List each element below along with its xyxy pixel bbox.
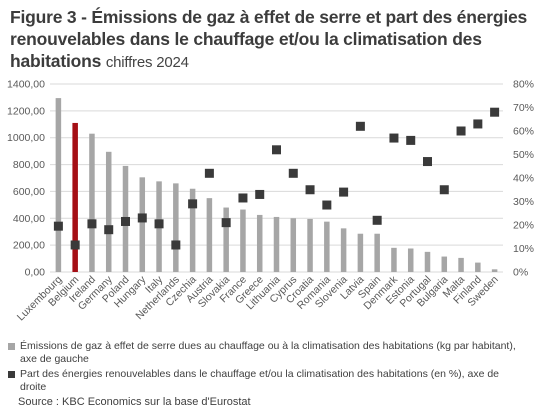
bar-croatia <box>307 218 313 272</box>
marker-malta <box>456 126 466 136</box>
source-note: Source : KBC Economics sur la base d'Eur… <box>18 396 251 408</box>
bar-slovenia <box>340 228 347 272</box>
marker-series <box>53 107 500 250</box>
legend-swatch-markers <box>8 371 15 378</box>
bar-latvia <box>357 233 364 272</box>
left-tick-label: 1000,00 <box>7 132 45 144</box>
left-tick-label: 800,00 <box>13 159 45 171</box>
right-tick-label: 30% <box>513 196 534 208</box>
marker-austria <box>204 168 214 178</box>
category-labels: LuxembourgBelgiumIrelandGermanyPolandHun… <box>15 273 501 323</box>
right-tick-label: 40% <box>513 173 534 185</box>
marker-finland <box>473 119 483 129</box>
legend-label-markers: Part des énergies renouvelables dans le … <box>20 368 500 393</box>
bar-czechia <box>189 188 196 272</box>
marker-ireland <box>87 219 97 229</box>
left-tick-label: 1400,00 <box>7 79 45 91</box>
marker-belgium <box>70 240 80 250</box>
marker-denmark <box>389 133 399 143</box>
left-tick-label: 1200,00 <box>7 105 45 117</box>
legend: Émissions de gaz à effet de serre dues a… <box>8 340 528 396</box>
marker-hungary <box>137 213 147 223</box>
marker-netherlands <box>171 240 181 250</box>
bar-lithuania <box>273 216 280 272</box>
bar-netherlands <box>173 183 179 272</box>
marker-bulgaria <box>439 185 449 195</box>
marker-slovakia <box>221 218 231 228</box>
bar-luxembourg <box>55 98 62 272</box>
bar-estonia <box>407 248 414 272</box>
marker-portugal <box>423 157 432 167</box>
bar-malta <box>458 257 464 272</box>
left-tick-label: 400,00 <box>13 213 45 225</box>
bar-france <box>240 209 246 272</box>
right-tick-label: 80% <box>513 79 534 91</box>
bar-bulgaria <box>441 256 448 272</box>
bar-portugal <box>424 251 431 272</box>
bar-spain <box>374 233 380 272</box>
right-axis-ticks: 0% 10% 20% 30% 40% 50% 60% 70% 80% <box>513 79 534 279</box>
bar-hungary <box>139 177 146 272</box>
marker-spain <box>372 215 382 225</box>
bar-series <box>55 98 498 272</box>
left-tick-label: 600,00 <box>13 186 45 198</box>
marker-germany <box>104 225 114 235</box>
bar-cyprus <box>290 218 297 272</box>
left-tick-label: 200,00 <box>13 240 45 252</box>
marker-estonia <box>406 135 416 145</box>
chart-area: 0,00 200,00 400,00 600,00 800,00 1000,00 1200,… <box>7 79 534 324</box>
bar-slovakia <box>223 207 229 272</box>
legend-item-bars: Émissions de gaz à effet de serre dues a… <box>8 340 528 366</box>
chart-title-sub: chiffres 2024 <box>105 54 189 71</box>
right-tick-label: 0% <box>513 267 528 279</box>
marker-czechia <box>188 199 198 209</box>
bar-finland <box>475 262 481 272</box>
marker-luxembourg <box>53 221 63 231</box>
right-tick-label: 20% <box>513 220 534 232</box>
right-tick-label: 10% <box>513 243 534 255</box>
legend-item-markers: Part des énergies renouvelables dans le … <box>8 368 528 394</box>
marker-poland <box>121 216 130 226</box>
marker-slovenia <box>339 187 349 197</box>
legend-label-bars: Émissions de gaz à effet de serre dues a… <box>20 340 516 365</box>
right-tick-label: 70% <box>513 102 534 114</box>
marker-italy <box>154 219 164 229</box>
right-tick-label: 60% <box>513 126 534 138</box>
marker-romania <box>322 200 332 210</box>
left-axis-ticks: 0,00 200,00 400,00 600,00 800,00 1000,00 1200,… <box>7 79 45 279</box>
bar-sweden <box>491 269 498 272</box>
chart-title: Figure 3 - Émissions de gaz à effet de s… <box>10 6 535 74</box>
legend-swatch-bars <box>8 343 15 350</box>
marker-lithuania <box>272 145 281 155</box>
marker-latvia <box>355 121 365 131</box>
bar-germany <box>105 151 112 272</box>
right-tick-label: 50% <box>513 149 534 161</box>
bar-austria <box>206 198 213 272</box>
bar-romania <box>324 221 330 272</box>
bar-greece <box>256 214 263 272</box>
chart-title-main: Figure 3 - Émissions de gaz à effet de s… <box>10 7 528 71</box>
marker-greece <box>255 189 265 199</box>
marker-france <box>238 193 248 203</box>
bar-ireland <box>89 133 95 272</box>
marker-croatia <box>305 185 315 195</box>
marker-sweden <box>490 107 500 117</box>
bar-denmark <box>391 247 397 272</box>
left-tick-label: 0,00 <box>25 267 46 279</box>
bar-belgium <box>72 122 78 272</box>
marker-cyprus <box>288 168 298 178</box>
